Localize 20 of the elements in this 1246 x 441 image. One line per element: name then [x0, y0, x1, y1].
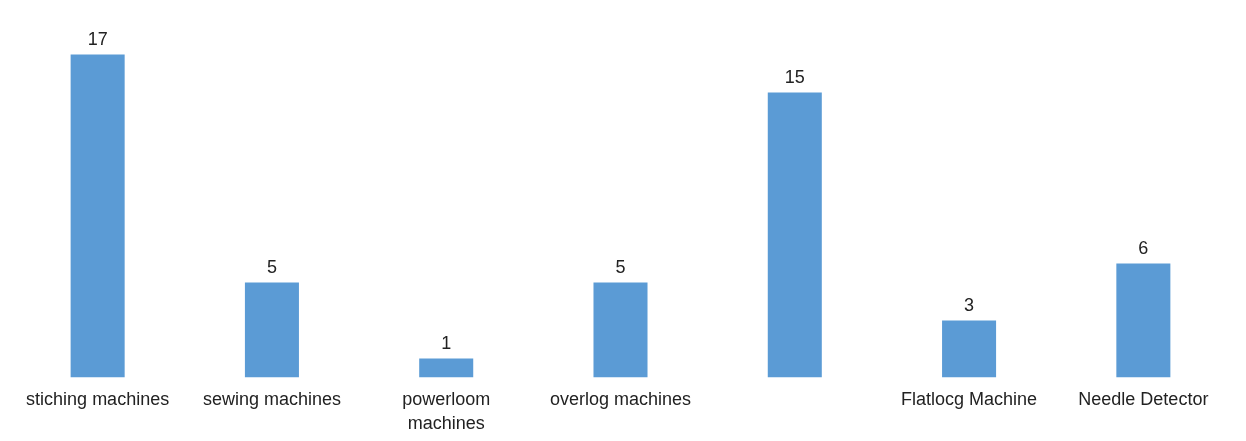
data-label: 3: [964, 294, 975, 315]
data-label: 6: [1138, 237, 1149, 258]
x-tick-label: stiching machines: [26, 388, 170, 409]
data-label: 17: [87, 28, 108, 49]
data-label: 5: [266, 256, 277, 277]
data-label: 1: [441, 332, 452, 353]
x-tick-label: Needle Detector: [1078, 388, 1209, 409]
bar: [70, 54, 125, 378]
bar: [419, 358, 474, 378]
bar: [942, 320, 997, 378]
data-label: 5: [615, 256, 626, 277]
bar: [767, 92, 822, 378]
x-tick-label: powerloom machines: [402, 388, 491, 433]
x-tick-label: sewing machines: [202, 388, 341, 409]
bar: [1116, 263, 1171, 378]
bar: [244, 282, 299, 378]
bar: [593, 282, 648, 378]
data-label: 15: [784, 66, 805, 87]
x-tick-label: Flatlocg Machine: [901, 388, 1038, 409]
x-tick-label: overlog machines: [549, 388, 692, 409]
